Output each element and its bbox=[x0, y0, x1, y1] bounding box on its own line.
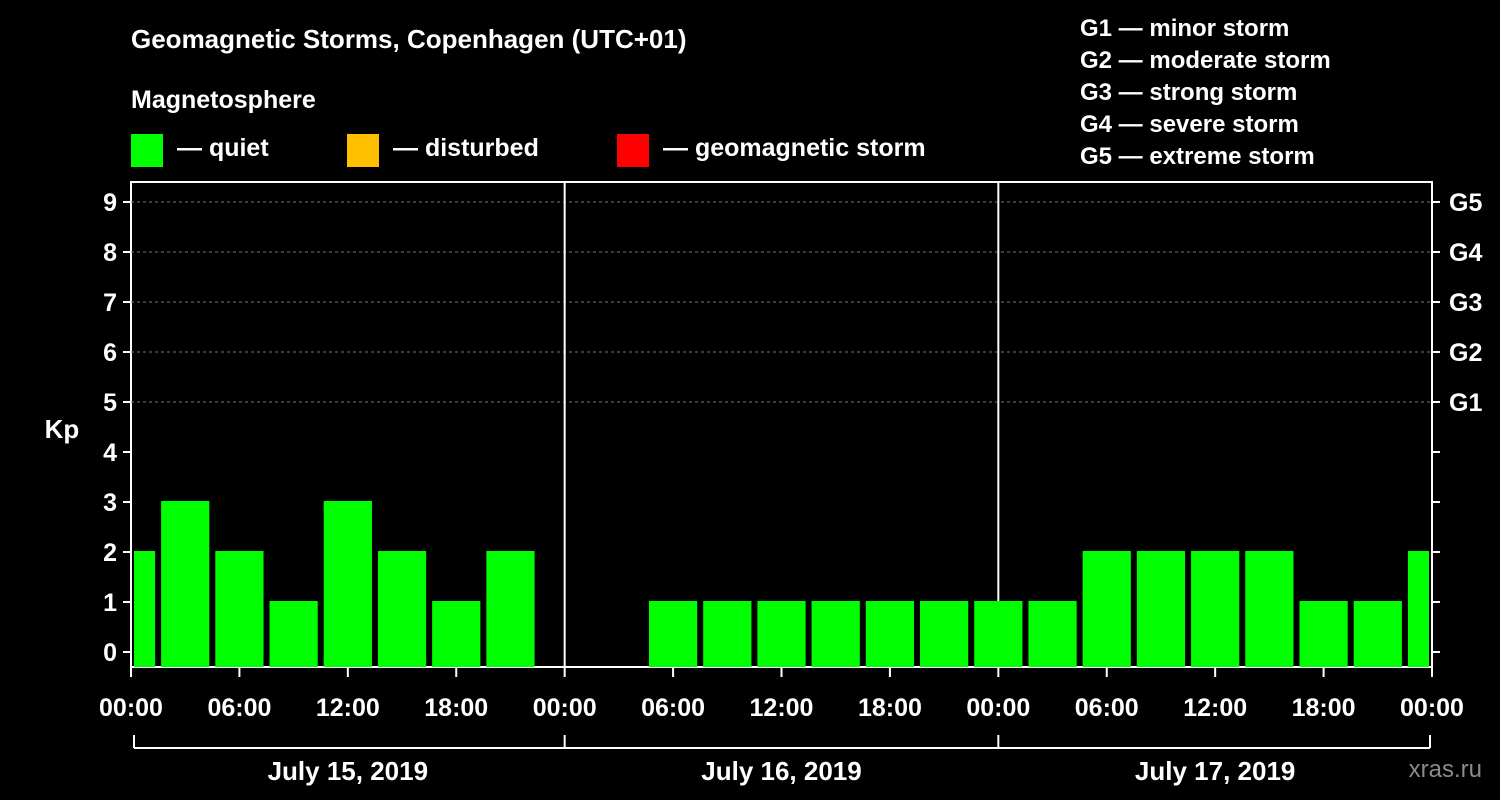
x-tick-label: 00:00 bbox=[1400, 694, 1464, 722]
day-label: July 17, 2019 bbox=[1135, 756, 1295, 786]
x-tick-label: 00:00 bbox=[533, 694, 597, 722]
legend-label-quiet: — quiet bbox=[177, 134, 269, 162]
storm-scale-g3: G3 — strong storm bbox=[1080, 79, 1298, 106]
x-tick-label: 12:00 bbox=[1183, 694, 1247, 722]
kp-bar bbox=[486, 551, 535, 667]
legend-swatch-quiet bbox=[131, 134, 163, 167]
kp-bar bbox=[161, 501, 210, 667]
kp-bar bbox=[269, 601, 318, 667]
kp-bar bbox=[1082, 551, 1131, 667]
kp-bar bbox=[377, 551, 427, 667]
kp-bar bbox=[1028, 601, 1077, 667]
kp-bar bbox=[920, 601, 969, 667]
storm-scale-g5: G5 — extreme storm bbox=[1080, 143, 1315, 170]
kp-bar bbox=[1299, 601, 1348, 667]
right-tick-label-g4: G4 bbox=[1449, 239, 1482, 267]
kp-bar bbox=[1245, 551, 1294, 667]
day-label: July 16, 2019 bbox=[701, 756, 861, 786]
x-tick-label: 06:00 bbox=[1075, 694, 1139, 722]
storm-scale-g4: G4 — severe storm bbox=[1080, 111, 1299, 138]
legend-label-disturbed: — disturbed bbox=[393, 134, 539, 162]
legend-subtitle: Magnetosphere bbox=[131, 86, 316, 114]
chart-title: Geomagnetic Storms, Copenhagen (UTC+01) bbox=[131, 24, 687, 54]
x-tick-label: 18:00 bbox=[858, 694, 922, 722]
right-tick-label-g5: G5 bbox=[1449, 189, 1482, 217]
x-tick-label: 06:00 bbox=[207, 694, 271, 722]
x-tick-label: 00:00 bbox=[966, 694, 1030, 722]
y-tick-label: 0 bbox=[103, 639, 117, 667]
kp-bar bbox=[215, 551, 264, 667]
storm-scale-g1: G1 — minor storm bbox=[1080, 15, 1290, 42]
y-tick-label: 4 bbox=[103, 439, 117, 467]
kp-bar bbox=[703, 601, 752, 667]
kp-bar bbox=[974, 601, 1023, 667]
legend-swatch-storm bbox=[617, 134, 649, 167]
kp-bar bbox=[757, 601, 806, 667]
y-tick-label: 8 bbox=[103, 239, 117, 267]
kp-bar bbox=[1136, 551, 1186, 667]
right-tick-label-g1: G1 bbox=[1449, 389, 1482, 417]
right-tick-label-g3: G3 bbox=[1449, 289, 1482, 317]
kp-bar bbox=[1191, 551, 1240, 667]
x-tick-label: 18:00 bbox=[1292, 694, 1356, 722]
x-tick-label: 12:00 bbox=[750, 694, 814, 722]
kp-bar bbox=[432, 601, 481, 667]
y-tick-label: 9 bbox=[103, 189, 117, 217]
watermark: xras.ru bbox=[1408, 756, 1482, 783]
kp-bar bbox=[1353, 601, 1402, 667]
legend-label-storm: — geomagnetic storm bbox=[663, 134, 926, 162]
x-tick-label: 06:00 bbox=[641, 694, 705, 722]
y-tick-label: 2 bbox=[103, 539, 117, 567]
y-tick-label: 1 bbox=[103, 589, 117, 617]
kp-bar bbox=[323, 501, 372, 667]
x-tick-label: 12:00 bbox=[316, 694, 380, 722]
kp-bar bbox=[648, 601, 698, 667]
x-tick-label: 18:00 bbox=[424, 694, 488, 722]
day-label: July 15, 2019 bbox=[268, 756, 428, 786]
storm-scale-g2: G2 — moderate storm bbox=[1080, 47, 1331, 74]
y-tick-label: 3 bbox=[103, 489, 117, 517]
kp-bar bbox=[1407, 551, 1429, 667]
y-tick-label: 7 bbox=[103, 289, 117, 317]
legend-swatch-disturbed bbox=[347, 134, 379, 167]
y-tick-label: 6 bbox=[103, 339, 117, 367]
kp-bar bbox=[134, 551, 156, 667]
kp-bar bbox=[811, 601, 860, 667]
kp-bar bbox=[865, 601, 915, 667]
right-tick-label-g2: G2 bbox=[1449, 339, 1482, 367]
x-tick-label: 00:00 bbox=[99, 694, 163, 722]
y-tick-label: 5 bbox=[103, 389, 117, 417]
y-axis-label: Kp bbox=[45, 414, 80, 444]
